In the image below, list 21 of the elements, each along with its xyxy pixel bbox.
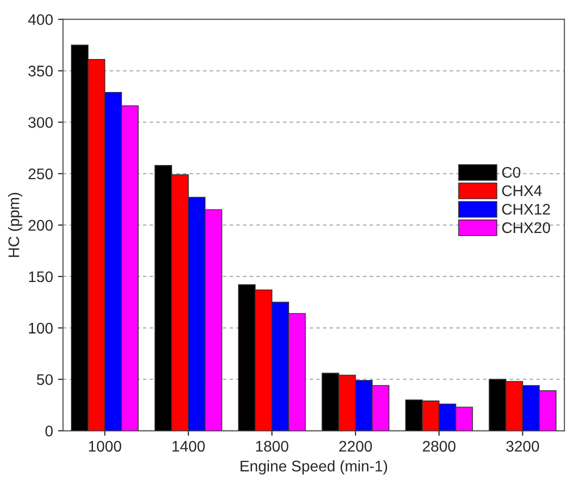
x-tick-label: 3200	[506, 440, 540, 452]
y-tick-label: 250	[28, 168, 53, 180]
y-tick-label: 100	[28, 322, 53, 334]
x-tick-label: 1400	[172, 440, 205, 452]
y-axis-title: HC (ppm)	[8, 192, 22, 257]
y-tick-label: 400	[28, 14, 53, 26]
y-tick-label: 50	[36, 374, 53, 386]
legend-label: CHX4	[502, 185, 542, 196]
y-tick-label: 200	[28, 220, 53, 231]
legend-label: CHX12	[502, 204, 550, 215]
x-tick-label: 1000	[88, 440, 122, 452]
y-tick-label: 300	[28, 117, 53, 128]
x-tick-label: 2200	[339, 440, 372, 452]
x-tick-label: 2800	[422, 440, 456, 452]
legend-label: C0	[502, 166, 520, 178]
y-tick-label: 0	[45, 426, 53, 436]
x-tick-label: 1800	[256, 440, 288, 452]
x-axis-title: Engine Speed (min-1)	[240, 460, 388, 475]
y-tick-label: 150	[28, 271, 53, 282]
legend-label: CHX20	[502, 222, 550, 234]
y-tick-label: 350	[28, 66, 53, 76]
